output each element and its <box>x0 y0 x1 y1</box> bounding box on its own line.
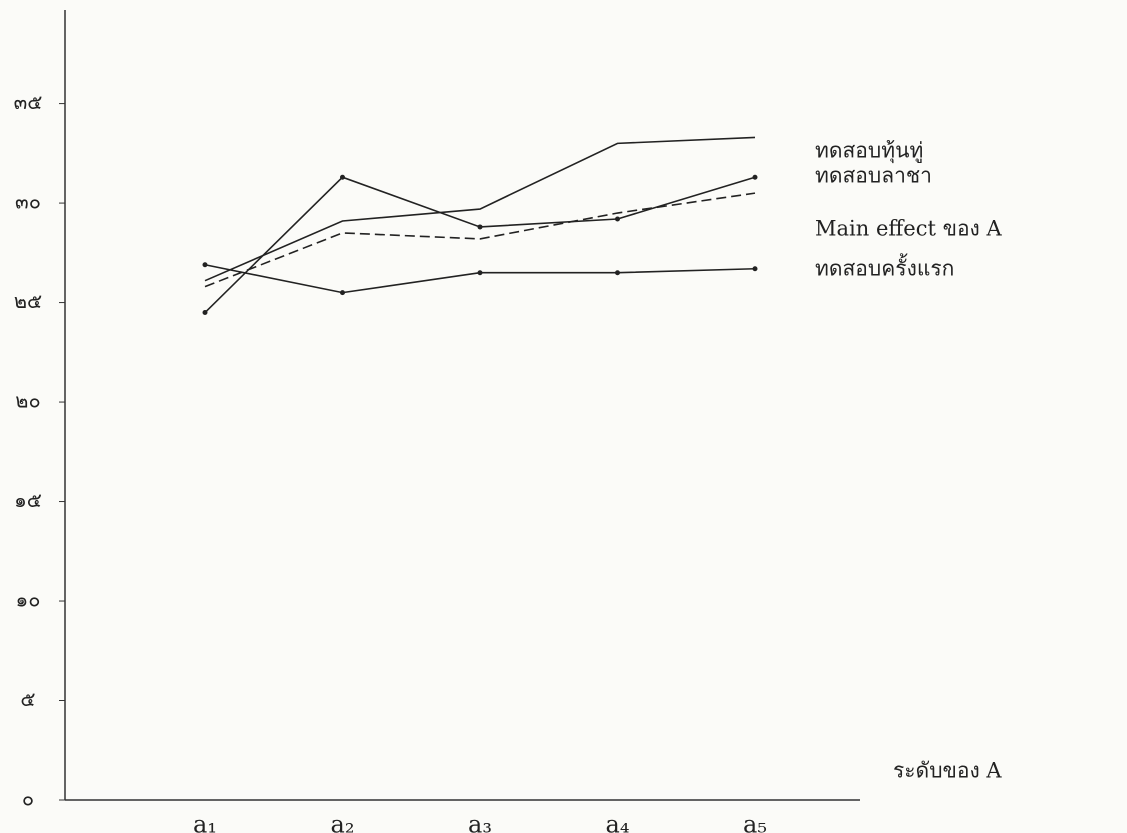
y-tick-label: ๑๕ <box>14 488 42 512</box>
point <box>477 224 483 230</box>
legend-label: ทดสอบครั้งแรก <box>815 254 954 281</box>
point <box>752 174 758 180</box>
point <box>340 174 345 180</box>
point <box>615 270 620 276</box>
line <box>204 136 756 282</box>
y-tick-label: ๒๐ <box>15 389 40 413</box>
point <box>202 262 208 268</box>
point <box>477 270 483 276</box>
legend-label: ทดสอบลาชา <box>815 164 932 188</box>
legend-label: Main effect ของ A <box>815 217 1002 241</box>
legend-label: ทดสอบทุ้นทู่ <box>815 139 923 164</box>
point <box>752 266 758 272</box>
x-tick-label: a₅ <box>743 811 767 833</box>
y-tick-label: ๓๐ <box>15 190 41 214</box>
y-tick-label: ๑๐ <box>16 588 41 612</box>
x-tick-label: a₁ <box>193 811 217 833</box>
point <box>202 310 208 316</box>
line <box>204 192 756 288</box>
x-axis-label: ระดับของ A <box>893 759 1002 783</box>
y-tick-label: ๐ <box>22 787 34 811</box>
point <box>340 290 345 296</box>
y-tick-label: ๒๕ <box>14 289 42 313</box>
x-tick-label: a₂ <box>331 811 355 833</box>
y-tick-label: ๓๕ <box>14 90 43 114</box>
x-tick-label: a₄ <box>606 811 630 833</box>
y-tick-label: ๕ <box>20 687 35 711</box>
x-tick-label: a₃ <box>468 811 492 833</box>
line <box>204 263 756 294</box>
point <box>615 216 620 222</box>
